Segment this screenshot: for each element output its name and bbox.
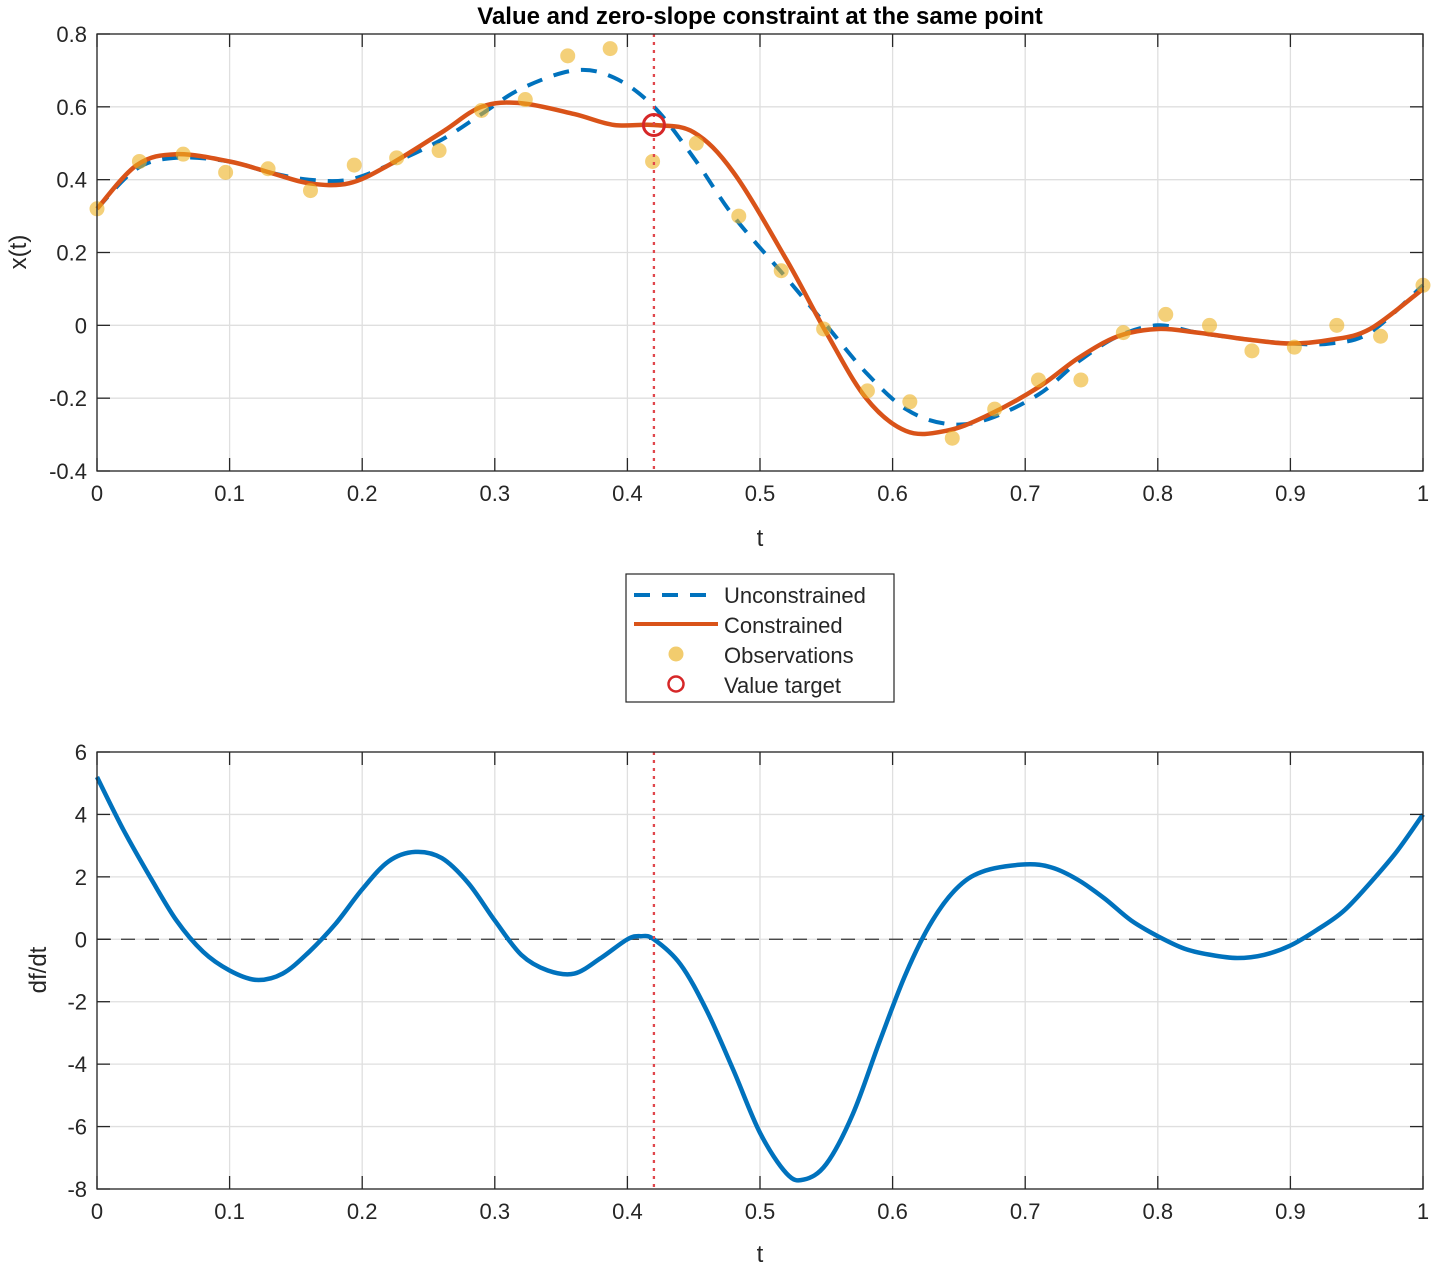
bottom-series [94,752,1425,1189]
legend[interactable]: Unconstrained Constrained Observations V… [625,573,895,703]
x-tick-label: 0.8 [1143,481,1174,506]
observation-marker [987,401,1003,417]
dot-marker-icon [668,646,684,662]
x-tick-label: 0.2 [347,1199,378,1224]
x-tick-label: 1 [1417,481,1429,506]
y-tick-label: 0.4 [56,168,87,193]
observation-marker [944,430,960,446]
x-tick-label: 1 [1417,1199,1429,1224]
legend-label: Value target [724,673,841,698]
observation-marker [688,135,704,151]
value-target-marker [641,113,666,138]
legend-item-value-target[interactable]: Value target [667,673,842,698]
y-tick-label: 0 [75,927,87,952]
legend-label: Constrained [724,613,843,638]
x-tick-label: 0.9 [1275,481,1306,506]
x-tick-label: 0.5 [745,1199,776,1224]
y-tick-label: 0.8 [56,22,87,47]
observation-marker [1286,339,1302,355]
x-tick-label: 0.6 [877,481,908,506]
legend-item-observations[interactable]: Observations [668,643,854,668]
y-tick-label: -0.2 [49,386,87,411]
x-tick-label: 0.3 [480,481,511,506]
y-tick-label: -0.4 [49,459,87,484]
bottom-ylabel: df/dt [25,946,52,993]
top-xlabel: t [757,525,764,552]
x-tick-label: 0.5 [745,481,776,506]
observation-marker [218,164,234,180]
x-tick-label: 0 [91,1199,103,1224]
observation-marker [1244,343,1260,359]
derivative-curve [94,775,1425,1183]
x-tick-label: 0.1 [214,1199,245,1224]
bottom-xlabel: t [757,1241,764,1267]
constrained-curve [95,100,1425,437]
y-tick-label: -2 [67,990,87,1015]
y-tick-label: -4 [67,1052,87,1077]
observation-marker [602,41,618,57]
y-tick-label: 0.6 [56,95,87,120]
observation-marker [859,383,875,399]
circle-marker-icon [667,675,685,693]
top-ylabel: x(t) [5,235,32,270]
x-tick-label: 0 [91,481,103,506]
observation-marker [1073,372,1089,388]
x-tick-label: 0.4 [612,481,643,506]
observation-marker [517,92,533,108]
bottom-axes: 0 0.1 0.2 0.3 0.4 0.5 0.6 0.7 0.8 0.9 1 -8 -6 -4 -2 0 2 4… [25,740,1429,1267]
observation-marker [773,263,789,279]
x-tick-label: 0.9 [1275,1199,1306,1224]
y-tick-label: -8 [67,1177,87,1202]
x-tick-label: 0.2 [347,481,378,506]
x-tick-label: 0.3 [480,1199,511,1224]
observation-marker [902,394,918,410]
y-tick-label: 4 [75,802,87,827]
legend-item-unconstrained[interactable]: Unconstrained [634,583,866,608]
y-tick-label: -6 [67,1115,87,1140]
observation-marker [131,153,147,169]
observation-marker [431,143,447,159]
x-tick-label: 0.7 [1010,481,1041,506]
observation-marker [816,321,832,337]
y-tick-label: 6 [75,740,87,765]
observation-marker [474,102,490,118]
observation-marker [1115,325,1131,341]
observation-marker [260,161,276,177]
x-tick-label: 0.8 [1143,1199,1174,1224]
observation-marker [1158,306,1174,322]
observation-marker [1373,328,1389,344]
observation-marker [560,48,576,64]
observation-marker [175,146,191,162]
legend-label: Unconstrained [724,583,866,608]
top-ticks: 0 0.1 0.2 0.3 0.4 0.5 0.6 0.7 0.8 0.9 1 -0.4 -0.2 0 0.… [49,22,1429,506]
observation-marker [1329,317,1345,333]
x-tick-label: 0.7 [1010,1199,1041,1224]
observation-marker [346,157,362,173]
observation-marker [731,208,747,224]
y-tick-label: 2 [75,865,87,890]
legend-item-constrained[interactable]: Constrained [634,613,843,638]
bottom-ticks: 0 0.1 0.2 0.3 0.4 0.5 0.6 0.7 0.8 0.9 1 -8 -6 -4 -2 0 2 4… [67,740,1429,1224]
legend-label: Observations [724,643,854,668]
observation-marker [645,153,661,169]
top-axes: 0 0.1 0.2 0.3 0.4 0.5 0.6 0.7 0.8 0.9 1 -0.4 -0.2 0 0.… [5,3,1431,552]
observation-marker [302,183,318,199]
y-tick-label: 0.2 [56,241,87,266]
observation-marker [1030,372,1046,388]
x-tick-label: 0.1 [214,481,245,506]
observation-marker [1202,317,1218,333]
x-tick-label: 0.4 [612,1199,643,1224]
x-tick-label: 0.6 [877,1199,908,1224]
top-title: Value and zero-slope constraint at the s… [477,3,1042,30]
y-tick-label: 0 [75,313,87,338]
observation-marker [389,150,405,166]
